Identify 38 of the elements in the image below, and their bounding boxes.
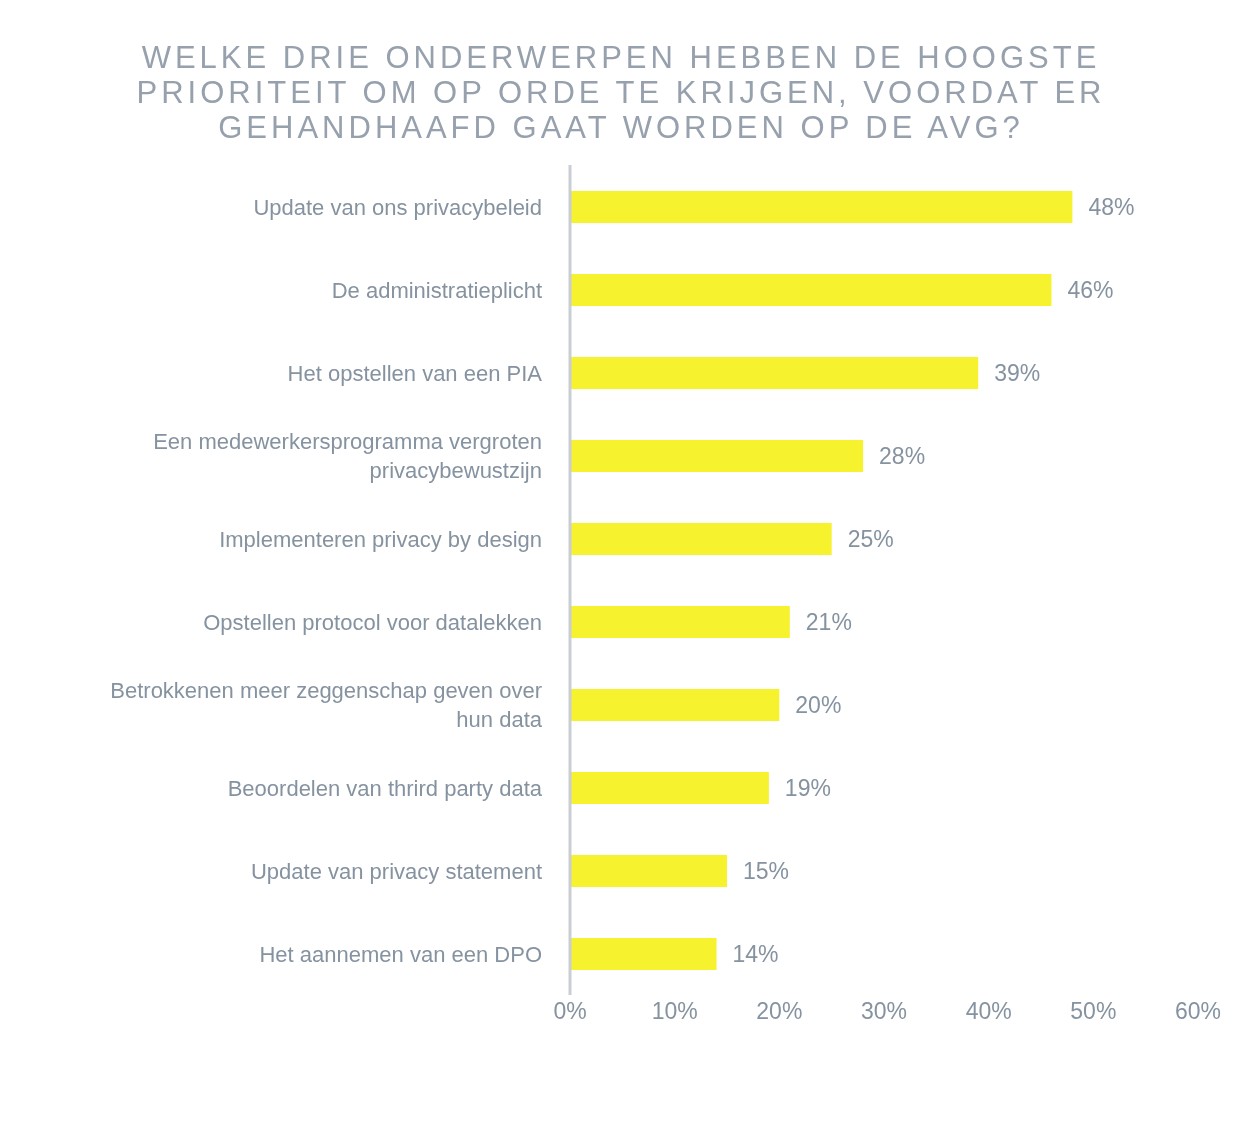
x-tick-label: 20% xyxy=(756,998,803,1025)
bar xyxy=(570,772,769,804)
bar xyxy=(570,689,780,721)
bar xyxy=(570,357,979,389)
bar xyxy=(570,523,832,555)
x-tick-label: 10% xyxy=(651,998,698,1025)
bar xyxy=(570,191,1073,223)
data-label: 15% xyxy=(743,858,790,884)
data-label: 19% xyxy=(784,775,831,801)
chart-title: WELKE DRIE ONDERWERPEN HEBBEN DE HOOGSTE PRIORITEIT OM OP ORDE TE KRIJGEN, VOORDAT ER GEHANDHAAFD GAAT WORDEN OP DE AVG? xyxy=(135,40,1107,145)
y-tick-label: Het aannemen van een DPO xyxy=(259,941,542,966)
y-tick-label: Een medewerkersprogramma vergroten privacybewustzijn xyxy=(153,428,542,483)
bar xyxy=(570,440,864,472)
y-tick-label: Betrokkenen meer zeggenschap geven over hun data xyxy=(110,677,543,732)
x-tick-label: 0% xyxy=(553,998,587,1025)
data-label: 25% xyxy=(847,526,894,552)
x-tick-label: 50% xyxy=(1070,998,1117,1025)
data-label: 46% xyxy=(1067,277,1114,303)
x-tick-label: 60% xyxy=(1174,998,1222,1025)
bar xyxy=(570,855,727,887)
y-tick-label: De administratieplicht xyxy=(331,277,542,302)
x-tick-label: 40% xyxy=(965,998,1012,1025)
data-label: 28% xyxy=(879,443,926,469)
data-label: 20% xyxy=(795,692,842,718)
y-tick-label: Beoordelen van thrird party data xyxy=(227,775,543,800)
data-label: 39% xyxy=(994,360,1041,386)
x-tick-label: 30% xyxy=(860,998,908,1025)
data-label: 14% xyxy=(732,941,779,967)
y-tick-label: Opstellen protocol voor datalekken xyxy=(203,609,542,634)
y-tick-label: Implementeren privacy by design xyxy=(219,526,542,551)
data-label: 21% xyxy=(805,609,852,635)
y-tick-label: Het opstellen van een PIA xyxy=(287,360,543,385)
y-tick-label: Update van privacy statement xyxy=(250,858,542,883)
bar xyxy=(570,274,1052,306)
y-tick-label: Update van ons privacybeleid xyxy=(253,194,542,219)
bar xyxy=(570,938,717,970)
bar xyxy=(570,606,790,638)
data-label: 48% xyxy=(1088,194,1135,220)
